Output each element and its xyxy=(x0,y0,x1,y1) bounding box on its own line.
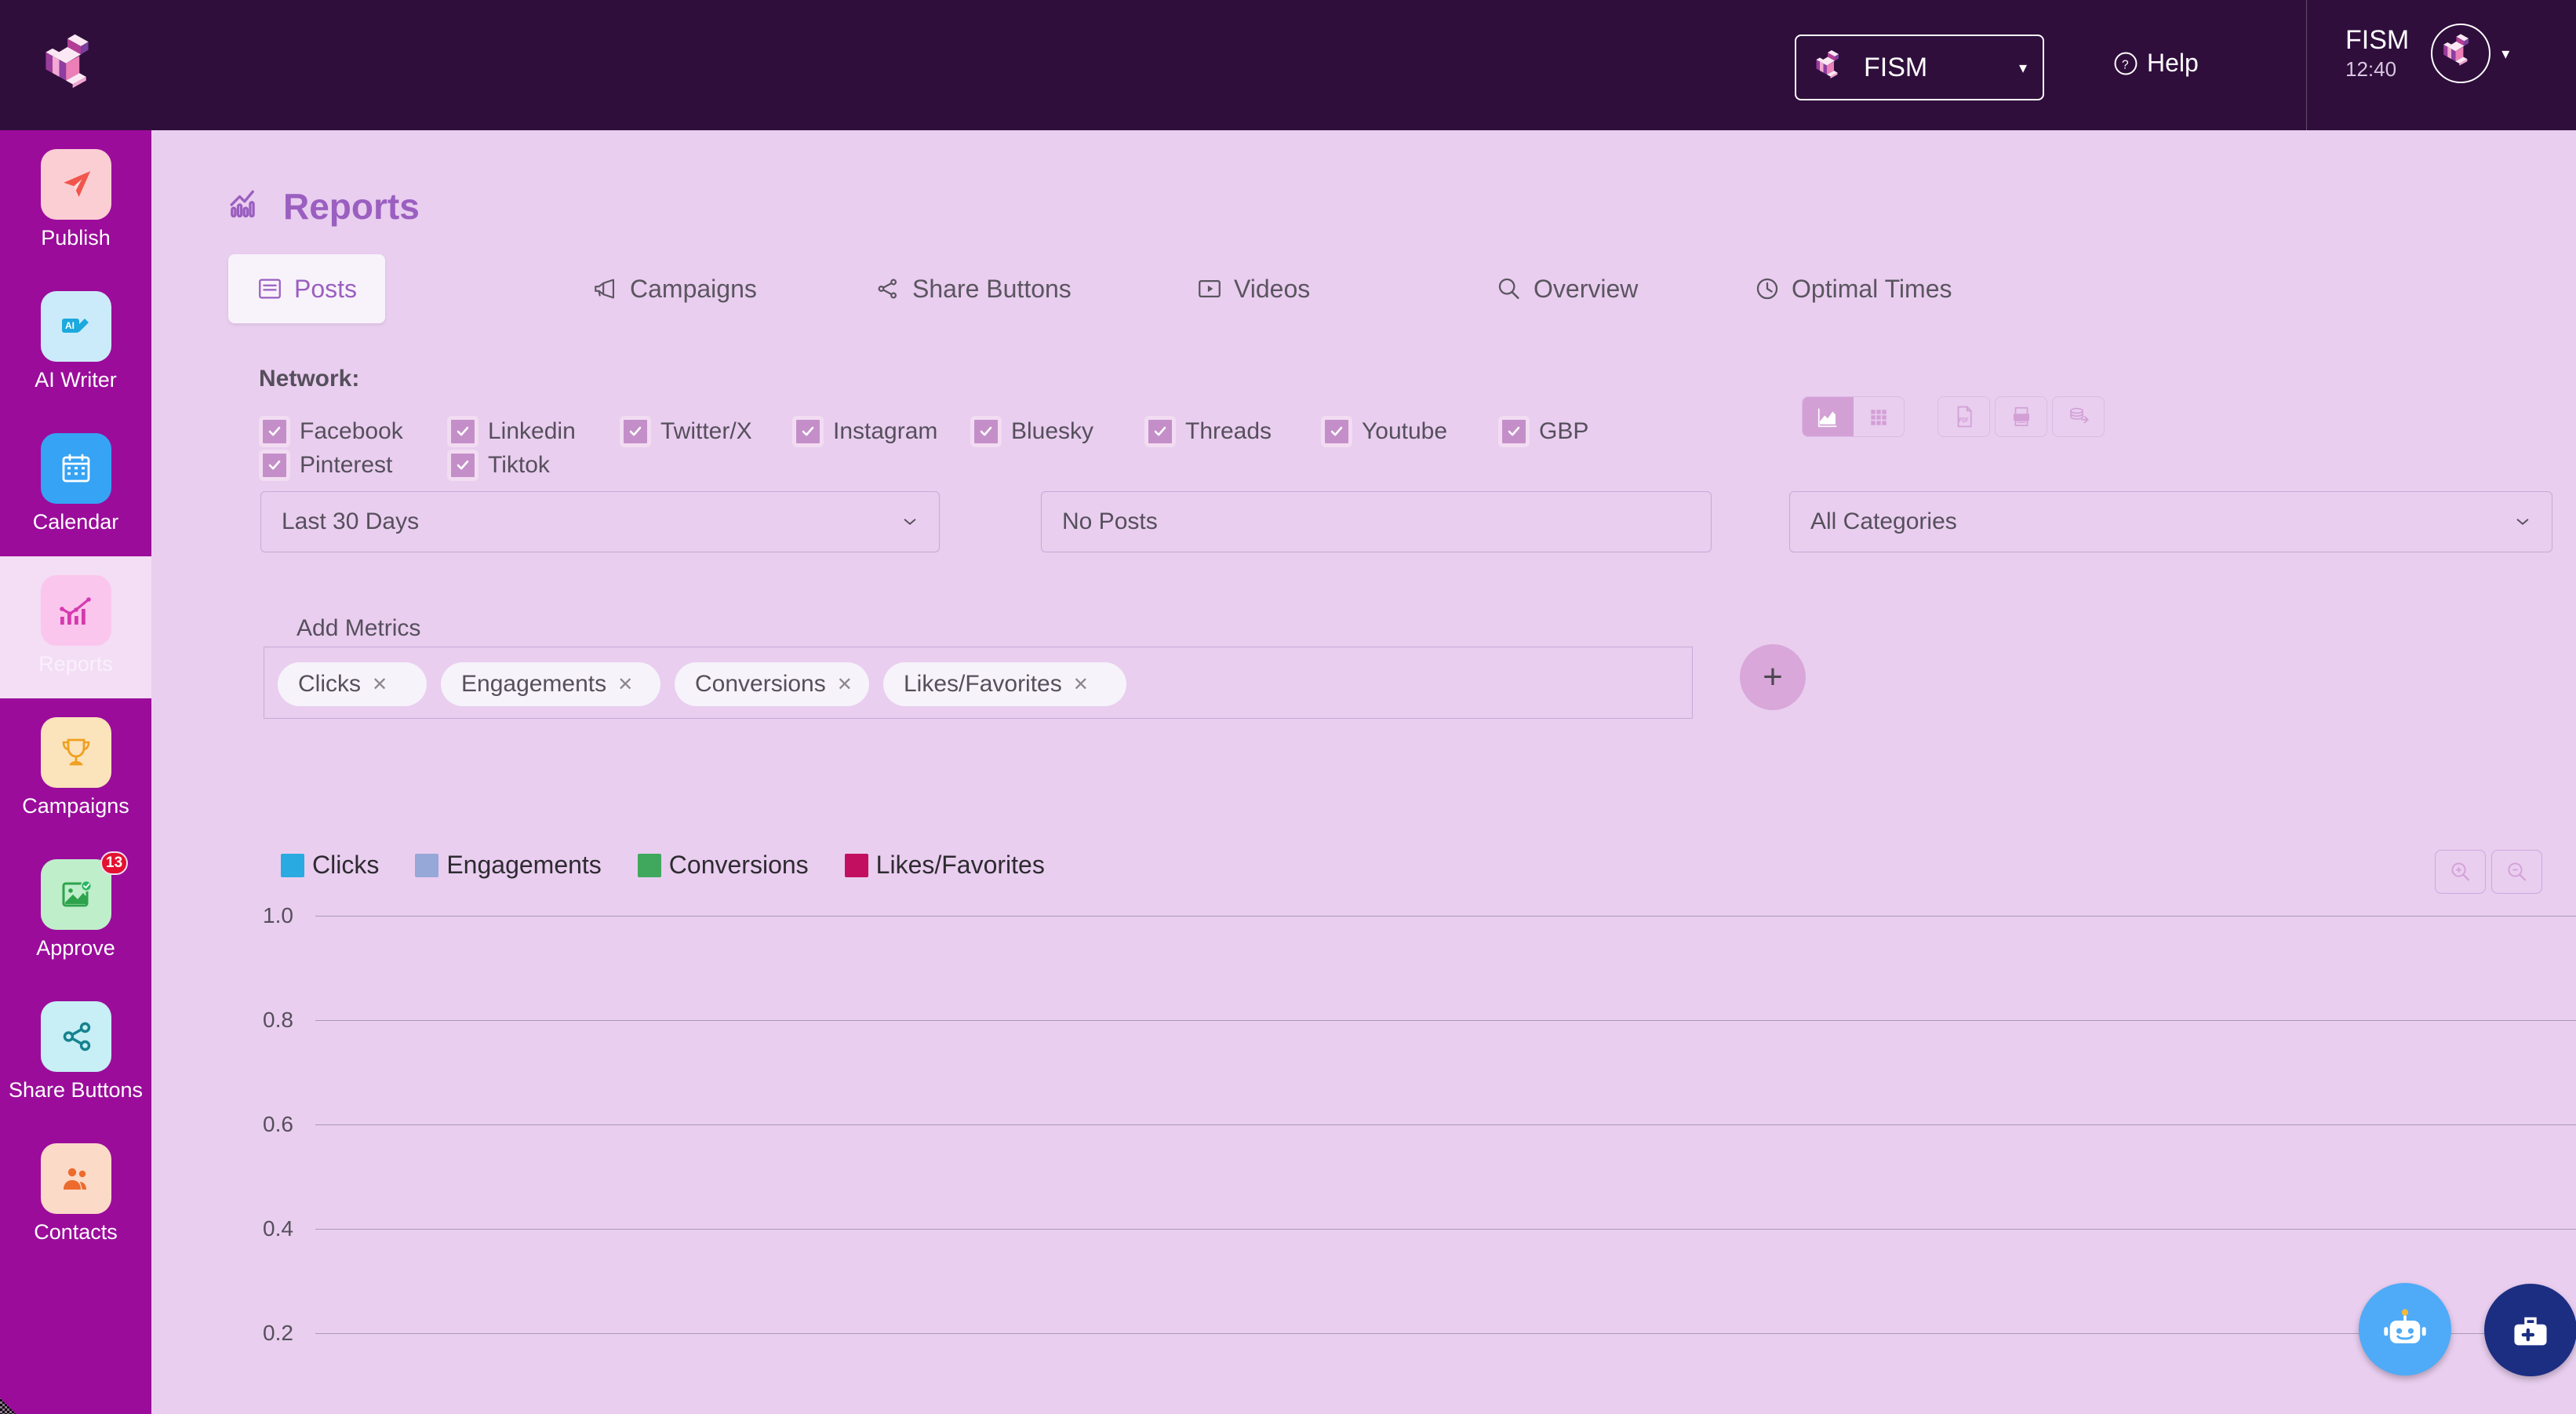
svg-text:?: ? xyxy=(2122,58,2129,71)
svg-text:AI: AI xyxy=(65,320,75,331)
